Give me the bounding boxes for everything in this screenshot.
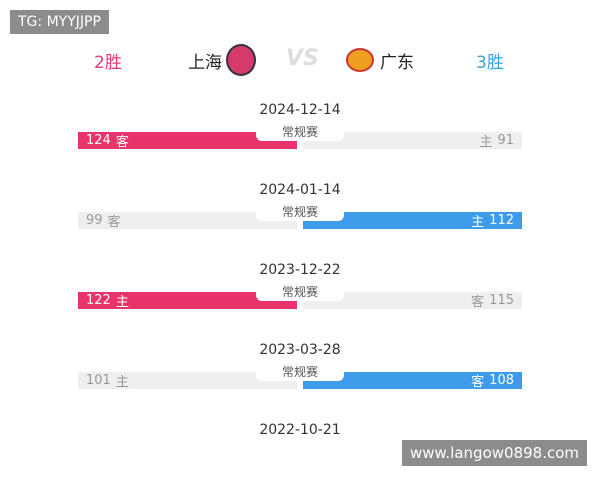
game-type: 常规赛 [256, 203, 344, 221]
right-logo [346, 48, 374, 72]
left-venue: 主 [115, 295, 129, 310]
left-bar: 101 主 [78, 372, 297, 390]
left-bar: 124 客 [78, 132, 297, 150]
left-logo [226, 44, 256, 76]
right-team: 广东 [380, 53, 414, 73]
right-venue: 主 [479, 135, 493, 150]
right-record: 3胜 [476, 53, 504, 73]
right-bar: 主 112 [303, 212, 522, 230]
game-date: 2024-01-14 [259, 182, 341, 198]
right-score: 115 [489, 293, 514, 308]
game-date: 2024-12-14 [259, 102, 341, 118]
left-venue: 主 [115, 375, 129, 390]
footer-url: www.langow0898.com [402, 440, 588, 466]
left-bar: 99 客 [78, 212, 297, 230]
right-bar: 主 91 [303, 132, 522, 150]
right-score: 91 [497, 133, 514, 148]
left-score: 124 [86, 133, 111, 148]
left-score: 99 [86, 213, 103, 228]
game-type: 常规赛 [256, 123, 344, 141]
right-venue: 主 [471, 215, 485, 230]
left-venue: 客 [115, 135, 129, 150]
game-date: 2023-12-22 [259, 262, 341, 278]
left-score: 101 [86, 373, 111, 388]
watermark: TG: MYYJJPP [10, 10, 109, 34]
left-venue: 客 [107, 215, 121, 230]
right-venue: 客 [471, 295, 485, 310]
vs: VS [286, 46, 319, 71]
game-type: 常规赛 [256, 283, 344, 301]
right-score: 112 [489, 213, 514, 228]
left-record: 2胜 [94, 53, 122, 73]
left-score: 122 [86, 293, 111, 308]
right-venue: 客 [471, 375, 485, 390]
left-team: 上海 [188, 53, 222, 73]
right-bar: 客 115 [303, 292, 522, 310]
left-bar: 122 主 [78, 292, 297, 310]
game-type: 常规赛 [256, 363, 344, 381]
game-date: 2022-10-21 [259, 422, 341, 438]
right-score: 108 [489, 373, 514, 388]
game-date: 2023-03-28 [259, 342, 341, 358]
right-bar: 客 108 [303, 372, 522, 390]
